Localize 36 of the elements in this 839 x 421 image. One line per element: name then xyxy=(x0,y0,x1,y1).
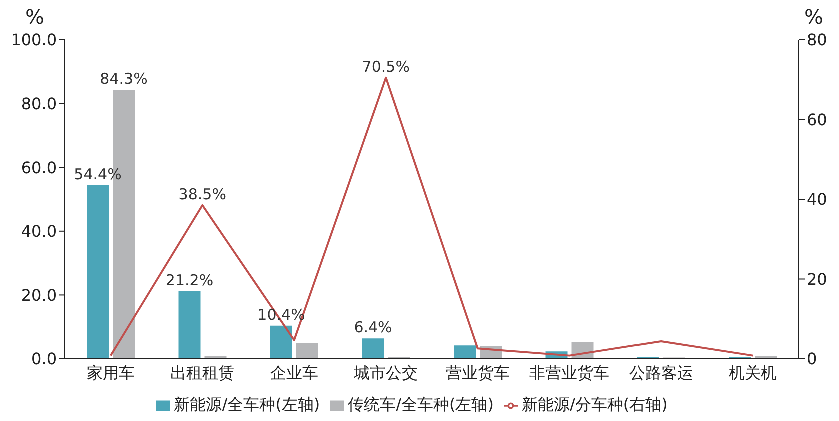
bar xyxy=(270,326,292,359)
x-tick-label: 城市公交 xyxy=(353,363,418,382)
bar xyxy=(87,185,109,359)
x-tick-label: 出租租赁 xyxy=(170,363,235,382)
x-tick-label: 企业车 xyxy=(270,363,318,382)
bar xyxy=(178,291,201,359)
bar xyxy=(454,346,476,359)
y2-tick-label: 40 xyxy=(807,190,828,210)
legend-label: 传统车/全车种(左轴) xyxy=(348,395,494,414)
bar xyxy=(362,338,384,359)
y-axis-title: % xyxy=(25,5,45,29)
y2-tick-label: 20 xyxy=(807,270,828,289)
data-label: 84.3% xyxy=(100,70,148,88)
data-label: 6.4% xyxy=(354,318,392,337)
x-tick-label: 公路客运 xyxy=(629,363,694,382)
data-label: 21.2% xyxy=(166,271,214,290)
y-tick-label: 80.0 xyxy=(21,94,57,114)
y-tick-label: 100.0 xyxy=(11,30,57,50)
x-tick-label: 非营业货车 xyxy=(530,363,610,382)
y2-tick-label: 60 xyxy=(807,110,828,130)
data-label: 54.4% xyxy=(74,165,122,184)
legend-label: 新能源/全车种(左轴) xyxy=(174,395,320,414)
legend-label: 新能源/分车种(右轴) xyxy=(522,395,668,414)
y2-tick-label: 80 xyxy=(807,30,828,50)
x-tick-label: 营业货车 xyxy=(446,363,510,382)
data-label: 38.5% xyxy=(178,185,226,204)
data-label: 70.5% xyxy=(362,58,410,76)
y-tick-label: 20.0 xyxy=(21,286,57,305)
y2-axis-title: % xyxy=(804,5,824,29)
x-tick-label: 机关机 xyxy=(729,363,778,382)
x-tick-label: 家用车 xyxy=(86,363,135,382)
y2-tick-label: 0 xyxy=(807,350,818,369)
y-tick-label: 60.0 xyxy=(21,158,57,178)
y-tick-label: 0.0 xyxy=(32,350,57,369)
bar xyxy=(296,343,318,359)
y-tick-label: 40.0 xyxy=(21,222,57,242)
